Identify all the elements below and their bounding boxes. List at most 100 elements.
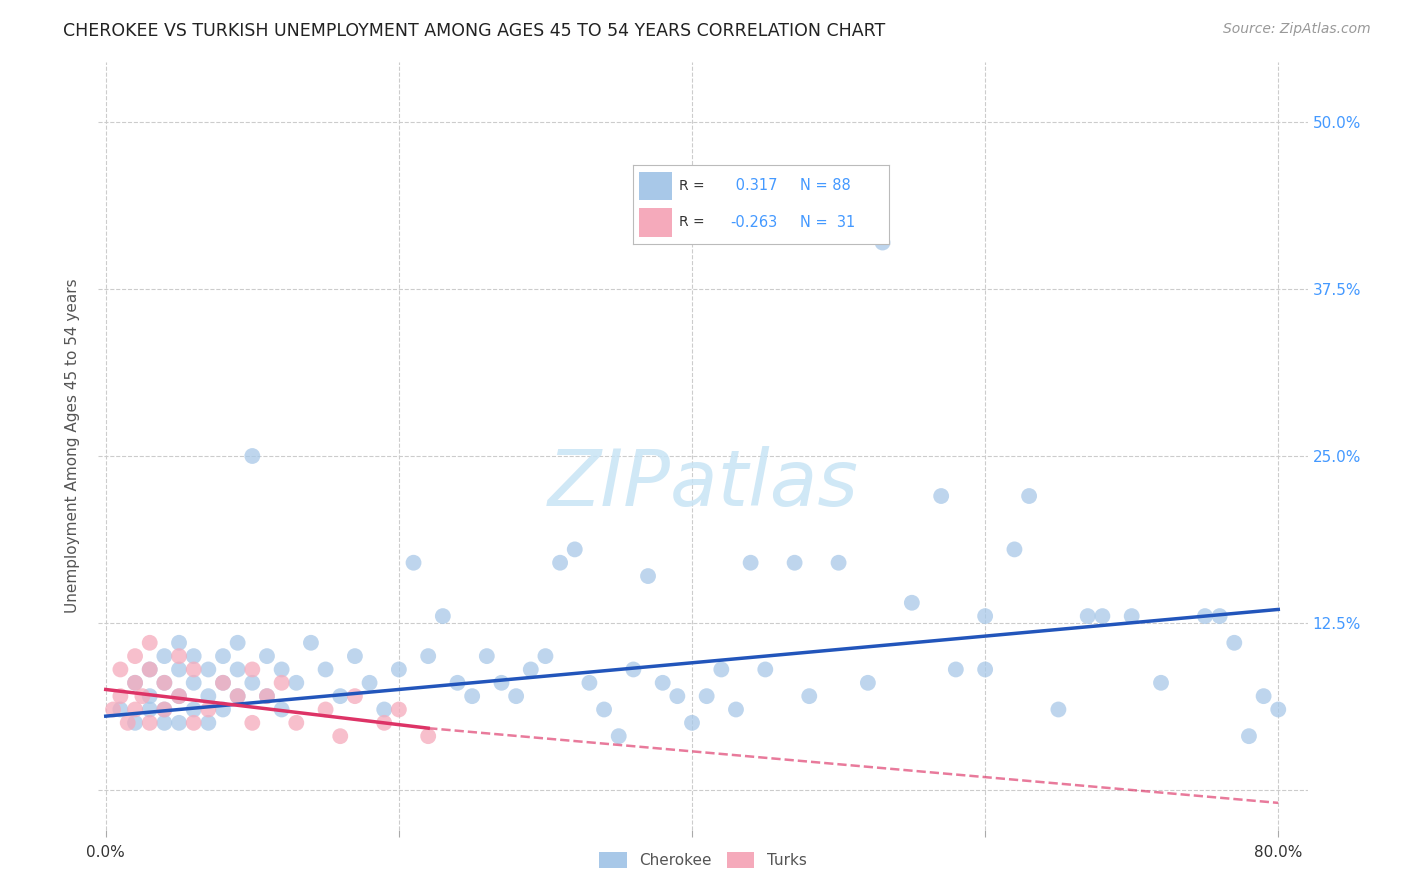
Point bbox=[1253, 689, 1275, 703]
Point bbox=[197, 715, 219, 730]
Point bbox=[783, 556, 806, 570]
Point bbox=[929, 489, 952, 503]
Point bbox=[256, 689, 278, 703]
Point bbox=[754, 663, 776, 677]
Point bbox=[666, 689, 689, 703]
Point bbox=[505, 689, 527, 703]
Text: Source: ZipAtlas.com: Source: ZipAtlas.com bbox=[1223, 22, 1371, 37]
Point bbox=[197, 663, 219, 677]
Point bbox=[124, 702, 146, 716]
Point bbox=[167, 649, 190, 664]
Point bbox=[183, 715, 205, 730]
Point bbox=[138, 663, 160, 677]
Point bbox=[534, 649, 557, 664]
Point bbox=[124, 675, 146, 690]
Point bbox=[110, 689, 132, 703]
Point bbox=[724, 702, 747, 716]
Point bbox=[343, 649, 366, 664]
Point bbox=[256, 649, 278, 664]
Point bbox=[124, 649, 146, 664]
Point bbox=[138, 689, 160, 703]
Point bbox=[226, 689, 249, 703]
Point bbox=[226, 636, 249, 650]
Point bbox=[285, 675, 308, 690]
Point bbox=[974, 663, 997, 677]
Point bbox=[117, 715, 139, 730]
Point bbox=[827, 556, 849, 570]
Point bbox=[138, 702, 160, 716]
Point bbox=[1150, 675, 1173, 690]
Point bbox=[872, 235, 894, 250]
Y-axis label: Unemployment Among Ages 45 to 54 years: Unemployment Among Ages 45 to 54 years bbox=[65, 278, 80, 614]
Point bbox=[270, 663, 292, 677]
Text: ZIPatlas: ZIPatlas bbox=[547, 446, 859, 523]
Text: N = 88: N = 88 bbox=[800, 178, 851, 194]
Text: N =  31: N = 31 bbox=[800, 215, 855, 230]
Point bbox=[124, 715, 146, 730]
Point bbox=[402, 556, 425, 570]
Point bbox=[418, 729, 440, 743]
Point bbox=[183, 649, 205, 664]
Point bbox=[373, 715, 395, 730]
Point bbox=[901, 596, 924, 610]
Text: -0.263: -0.263 bbox=[731, 215, 778, 230]
Point bbox=[373, 702, 395, 716]
Point bbox=[138, 715, 160, 730]
Point bbox=[153, 649, 176, 664]
Point bbox=[153, 702, 176, 716]
Point bbox=[212, 675, 235, 690]
Point bbox=[138, 663, 160, 677]
Point bbox=[212, 702, 235, 716]
Point bbox=[138, 636, 160, 650]
Point bbox=[388, 663, 411, 677]
Point bbox=[974, 609, 997, 624]
Point bbox=[1223, 636, 1246, 650]
Point bbox=[681, 715, 703, 730]
Point bbox=[197, 689, 219, 703]
Point bbox=[710, 663, 733, 677]
Point bbox=[183, 675, 205, 690]
Point bbox=[226, 689, 249, 703]
Point bbox=[1091, 609, 1114, 624]
Point bbox=[548, 556, 571, 570]
Point bbox=[621, 663, 644, 677]
Point bbox=[153, 675, 176, 690]
Point bbox=[167, 636, 190, 650]
Point bbox=[110, 663, 132, 677]
Point bbox=[418, 649, 440, 664]
Point bbox=[183, 702, 205, 716]
Point bbox=[226, 663, 249, 677]
Point bbox=[110, 702, 132, 716]
Point bbox=[212, 649, 235, 664]
Point bbox=[153, 702, 176, 716]
Point bbox=[329, 729, 352, 743]
Point bbox=[740, 556, 762, 570]
Point bbox=[285, 715, 308, 730]
Point bbox=[167, 715, 190, 730]
Point bbox=[1077, 609, 1099, 624]
Point bbox=[197, 702, 219, 716]
Point bbox=[945, 663, 967, 677]
Point bbox=[1047, 702, 1070, 716]
Point bbox=[491, 675, 513, 690]
Point bbox=[131, 689, 153, 703]
Point bbox=[167, 689, 190, 703]
Text: R =: R = bbox=[679, 215, 706, 229]
Point bbox=[240, 663, 263, 677]
Point bbox=[153, 715, 176, 730]
Point bbox=[607, 729, 630, 743]
Point bbox=[637, 569, 659, 583]
Text: 0.317: 0.317 bbox=[731, 178, 778, 194]
Point bbox=[167, 689, 190, 703]
Point bbox=[520, 663, 543, 677]
Text: R =: R = bbox=[679, 179, 706, 193]
Point bbox=[315, 702, 337, 716]
Point bbox=[564, 542, 586, 557]
Point bbox=[1121, 609, 1143, 624]
Point bbox=[270, 702, 292, 716]
Point bbox=[388, 702, 411, 716]
Point bbox=[696, 689, 718, 703]
Point bbox=[432, 609, 454, 624]
Point bbox=[270, 675, 292, 690]
Point bbox=[1208, 609, 1230, 624]
